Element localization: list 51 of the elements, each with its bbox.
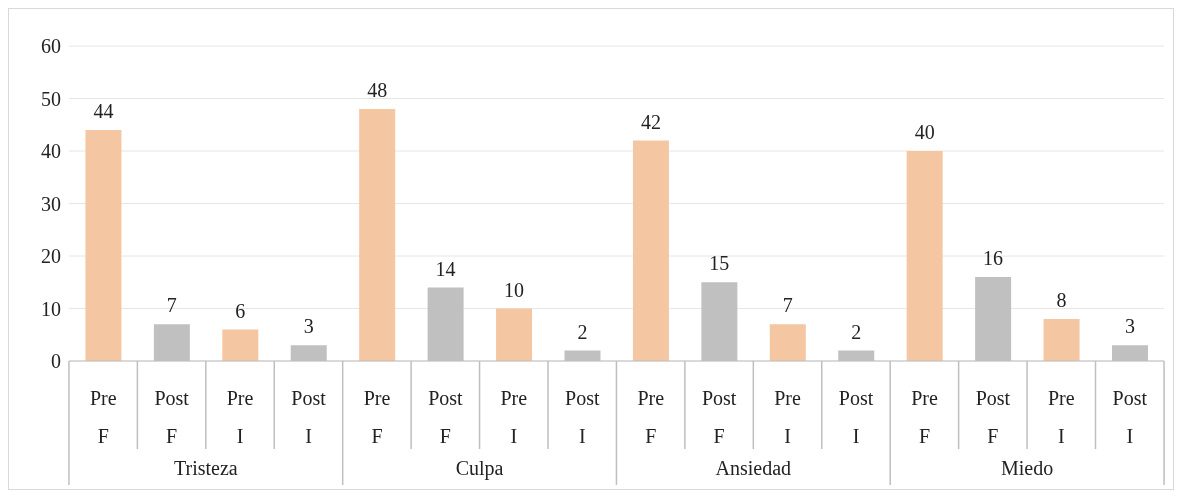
x-tick-label: Post I: [291, 387, 327, 447]
data-label: 44: [93, 100, 114, 122]
data-label: 7: [166, 294, 177, 317]
data-label: 2: [851, 320, 862, 343]
y-tick-label: 10: [41, 297, 61, 320]
y-tick-label: 50: [41, 87, 61, 110]
x-tick-label: Pre F: [911, 387, 938, 447]
text: Culpa: [455, 457, 504, 480]
x-tick-label: Pre F: [89, 387, 117, 447]
bar: [85, 130, 122, 361]
text: Tristeza: [173, 457, 238, 479]
data-label: 7: [782, 294, 793, 317]
y-tick-label: 40: [41, 140, 61, 163]
y-tick-label: 20: [41, 245, 61, 268]
data-label: 42: [640, 110, 661, 133]
x-tick-label: Post I: [838, 387, 874, 447]
text: Miedo: [1000, 457, 1054, 479]
x-tick-label: Post F: [154, 387, 190, 447]
bar: [906, 151, 943, 361]
bar: [769, 324, 806, 361]
data-label: 15: [709, 252, 730, 275]
data-label: 6: [235, 299, 246, 322]
x-tick-label: Post F: [428, 387, 464, 447]
bar: [496, 308, 533, 361]
data-label: 16: [983, 247, 1004, 269]
data-label: 14: [435, 257, 456, 280]
bar: [632, 140, 669, 361]
y-tick-label: 60: [41, 35, 61, 58]
data-label: 40: [914, 121, 935, 143]
x-tick-label: Pre I: [1048, 387, 1075, 447]
x-tick-label: Pre I: [226, 387, 254, 447]
data-label: 8: [1056, 289, 1067, 311]
x-tick-label: Post I: [565, 387, 600, 447]
x-tick-label: Post F: [701, 387, 737, 447]
y-tick-label: 0: [51, 350, 61, 373]
x-tick-label: Pre I: [774, 387, 802, 447]
x-tick-label: Post I: [1112, 387, 1148, 447]
bar: [222, 329, 259, 361]
bar: [1043, 319, 1080, 361]
x-tick-label: Pre I: [500, 387, 528, 447]
x-tick-label: Post F: [975, 387, 1011, 447]
data-label: 48: [367, 79, 388, 101]
data-label: 3: [1124, 315, 1135, 338]
bar: [359, 109, 396, 361]
x-tick-label: Pre F: [637, 387, 665, 447]
x-tick-label: Pre F: [363, 387, 391, 447]
data-label: 2: [577, 320, 588, 343]
text: Ansiedad: [715, 457, 792, 479]
y-tick-label: 30: [41, 192, 61, 215]
data-label: 3: [303, 315, 314, 338]
data-label: 10: [504, 278, 525, 301]
